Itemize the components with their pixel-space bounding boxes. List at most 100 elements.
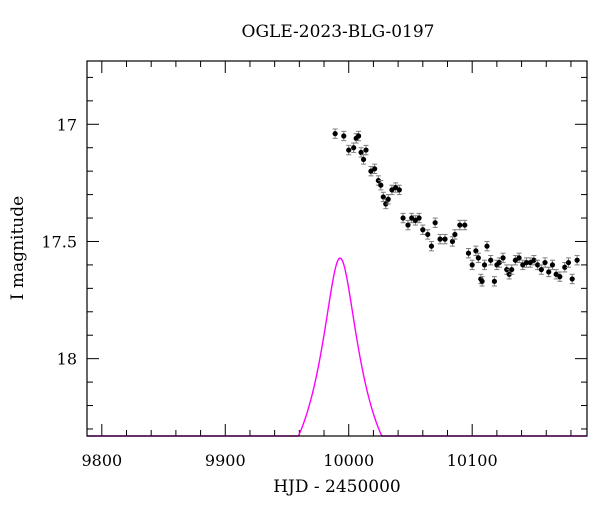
data-point (393, 182, 399, 193)
point-marker (372, 166, 378, 172)
point-marker (562, 264, 568, 270)
point-marker (462, 222, 468, 228)
point-marker (380, 194, 386, 200)
point-marker (484, 243, 490, 249)
data-point (500, 252, 506, 264)
data-point (520, 259, 526, 271)
data-point (549, 259, 556, 271)
data-point (479, 276, 485, 287)
data-point (457, 219, 463, 231)
data-point (535, 259, 541, 271)
point-marker (346, 147, 352, 153)
data-point (389, 184, 395, 196)
point-marker (481, 262, 488, 268)
data-point (437, 233, 443, 245)
point-marker (356, 133, 362, 139)
data-point (405, 219, 411, 231)
data-point (462, 219, 468, 231)
point-marker (531, 257, 537, 263)
point-marker (469, 262, 475, 268)
point-marker (385, 196, 391, 202)
y-tick-label: 18 (57, 350, 77, 369)
point-marker (542, 259, 548, 266)
data-point (378, 180, 384, 191)
point-marker (409, 215, 415, 221)
point-marker (425, 231, 431, 238)
data-point (491, 276, 498, 287)
data-point (465, 248, 472, 259)
point-marker (432, 220, 438, 226)
data-point (442, 233, 448, 245)
point-marker (420, 227, 426, 233)
y-tick-label: 17.5 (41, 232, 77, 251)
data-point (469, 259, 475, 271)
data-point (332, 128, 338, 139)
axis-ticks (87, 61, 587, 436)
point-marker (569, 276, 575, 282)
data-point (452, 229, 458, 240)
x-axis-label: HJD - 2450000 (273, 477, 401, 497)
y-tick-label: 17 (57, 115, 77, 134)
data-point (569, 273, 575, 285)
point-marker (574, 257, 580, 263)
data-point (341, 130, 347, 142)
point-marker (341, 133, 347, 139)
data-point (473, 245, 479, 257)
data-point (396, 184, 402, 196)
data-point (356, 130, 362, 142)
point-marker (538, 266, 544, 273)
x-tick-label: 9900 (205, 451, 246, 470)
point-marker (378, 182, 384, 188)
point-marker (512, 257, 518, 263)
data-point (428, 240, 435, 252)
point-marker (396, 187, 402, 193)
data-point (481, 259, 488, 271)
data-point (509, 264, 515, 275)
data-point (351, 142, 357, 153)
data-point (542, 257, 548, 268)
data-point (372, 163, 378, 174)
data-point (449, 236, 456, 247)
data-point (358, 147, 364, 158)
point-marker (400, 215, 406, 221)
point-marker (428, 243, 435, 249)
data-point (425, 229, 431, 240)
point-marker (416, 215, 422, 221)
point-marker (549, 262, 556, 268)
data-point (546, 266, 552, 278)
point-marker (465, 250, 472, 256)
point-marker (368, 168, 374, 174)
data-point (412, 215, 418, 226)
data-point (565, 257, 572, 268)
point-marker (565, 259, 572, 266)
point-marker (393, 184, 399, 191)
data-point (416, 212, 422, 224)
point-marker (527, 259, 533, 266)
point-marker (437, 236, 443, 242)
data-point (360, 154, 367, 165)
model-curve (87, 257, 587, 437)
point-marker (496, 259, 502, 266)
data-point (557, 271, 563, 282)
point-marker (557, 274, 563, 280)
data-point (475, 252, 481, 264)
x-tick-label: 10100 (447, 451, 498, 470)
x-tick-label: 9800 (81, 451, 122, 470)
data-point (488, 255, 494, 266)
data-point (527, 257, 533, 268)
data-points (332, 128, 580, 287)
chart-title: OGLE-2023-BLG-0197 (241, 22, 435, 42)
point-marker (473, 248, 479, 254)
data-point (420, 224, 426, 235)
data-point (553, 269, 559, 280)
point-marker (523, 259, 530, 266)
data-point (484, 240, 490, 252)
point-marker (405, 222, 411, 228)
point-marker (442, 236, 448, 242)
data-point (574, 255, 580, 266)
tick-labels: 9800 9900 10000 10100 17 17.5 18 (41, 115, 497, 470)
data-point (512, 255, 518, 266)
data-point (400, 212, 406, 224)
point-marker (553, 271, 559, 277)
